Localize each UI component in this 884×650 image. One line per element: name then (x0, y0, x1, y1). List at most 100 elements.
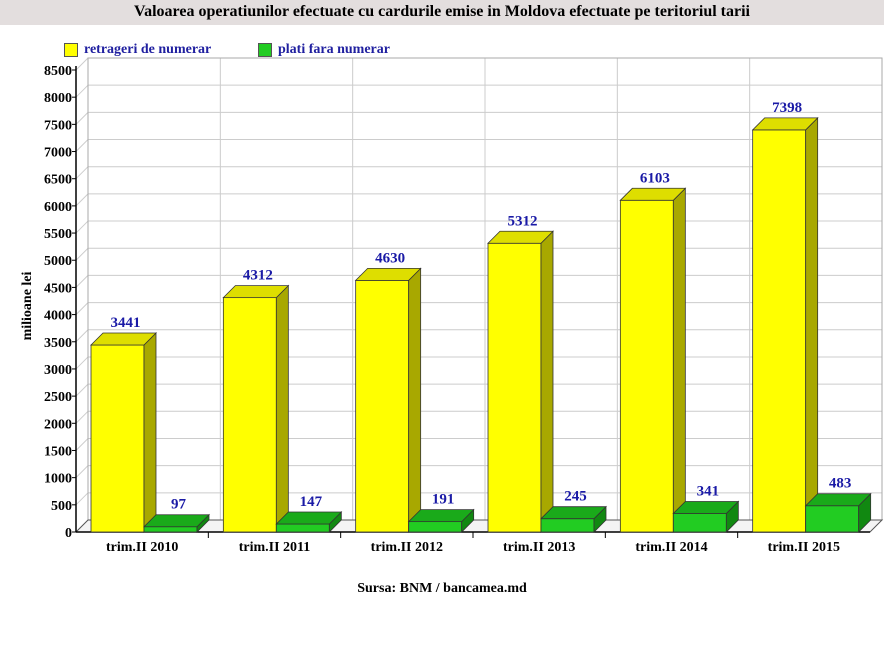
bar (804, 492, 872, 533)
bar (487, 230, 554, 533)
data-label: 7398 (772, 100, 802, 116)
bar-top (619, 187, 687, 201)
bar (540, 505, 607, 533)
grid-line-floor (75, 329, 89, 343)
data-label: 191 (432, 492, 455, 508)
x-tick-label: trim.II 2015 (768, 540, 840, 555)
bar-side (143, 332, 157, 533)
grid-line-floor (75, 302, 89, 315)
bar-front (487, 242, 542, 533)
y-tick-label: 6500 (44, 173, 72, 188)
y-tick-label: 5000 (44, 254, 72, 269)
bar-front (805, 505, 860, 533)
bar-front (222, 297, 277, 533)
y-tick-label: 5500 (44, 227, 72, 242)
bar-top (143, 514, 210, 528)
bar-top (540, 506, 607, 520)
data-label: 341 (697, 483, 720, 499)
bar-side (275, 284, 289, 533)
bar (222, 284, 290, 533)
y-tick-label: 0 (65, 526, 72, 541)
y-tick-label: 3000 (44, 363, 72, 378)
bar-side (408, 267, 422, 533)
bar-front (619, 199, 674, 533)
grid-line-floor (75, 193, 89, 207)
bar-top (275, 511, 343, 525)
grid-line-floor (75, 275, 89, 288)
grid-line-floor (75, 84, 89, 98)
bar-front (408, 521, 463, 533)
y-tick-label: 500 (51, 499, 72, 514)
x-tick-label: trim.II 2012 (371, 540, 443, 555)
bar-front (752, 129, 807, 533)
grid-line-floor (75, 410, 89, 424)
bar (90, 332, 157, 533)
y-tick-label: 1000 (44, 472, 72, 487)
y-tick-label: 1500 (44, 444, 72, 459)
bar-front (672, 513, 727, 533)
chart-title: Valoarea operatiunilor efectuate cu card… (134, 3, 750, 20)
grid-line-floor (75, 492, 89, 506)
data-label: 6103 (640, 170, 670, 186)
legend-item-retrageri: retrageri de numerar (64, 42, 211, 58)
grid-line-floor (75, 356, 89, 370)
bar (143, 513, 210, 533)
bar (275, 511, 343, 533)
bar-side (540, 230, 554, 533)
data-label: 5312 (508, 213, 538, 229)
y-tick-label: 2000 (44, 417, 72, 432)
legend-swatch-plati (258, 43, 272, 57)
x-tick-label: trim.II 2013 (503, 540, 575, 555)
y-tick-label: 2500 (44, 390, 72, 405)
bar-front (275, 523, 330, 533)
legend-swatch-retrageri (64, 43, 78, 57)
y-tick-label: 8500 (44, 64, 72, 79)
bar (354, 267, 422, 533)
data-label: 245 (564, 489, 587, 505)
grid-line-floor (75, 438, 89, 451)
bar-front (90, 344, 145, 533)
x-tick-label: trim.II 2010 (106, 540, 178, 555)
legend-label-plati: plati fara numerar (278, 42, 390, 57)
grid-line-floor (75, 139, 89, 152)
bar-top (672, 501, 740, 514)
bar-top (407, 509, 475, 523)
data-label: 483 (829, 476, 852, 492)
data-label: 4312 (243, 268, 273, 284)
y-tick-label: 6000 (44, 200, 72, 215)
bar-top (804, 493, 872, 507)
legend-item-plati: plati fara numerar (258, 42, 390, 58)
bar (619, 187, 687, 533)
bar-front (143, 526, 198, 533)
data-label: 4630 (375, 250, 405, 266)
series-1: 97 147 191 245 341 483 (143, 476, 872, 533)
data-label: 3441 (111, 315, 141, 331)
y-tick-label: 4500 (44, 281, 72, 296)
bar (407, 508, 475, 533)
series-0: 3441 4312 4630 5312 6103 7398 (90, 100, 819, 533)
x-tick-label: trim.II 2011 (239, 540, 311, 555)
data-label: 97 (171, 497, 187, 513)
grid-lines (75, 57, 883, 533)
y-tick-label: 7500 (44, 118, 72, 133)
bar (751, 116, 819, 533)
y-tick-label: 4000 (44, 309, 72, 324)
bar-top (751, 117, 819, 131)
grid-line-floor (75, 57, 89, 71)
y-tick-label: 8000 (44, 91, 72, 106)
grid-line-floor (75, 111, 89, 125)
legend-label-retrageri: retrageri de numerar (84, 42, 212, 57)
y-tick-label: 7000 (44, 146, 72, 161)
bar-top (354, 267, 422, 281)
source-note: Sursa: BNM / bancamea.md (357, 581, 527, 596)
x-tick-label: trim.II 2014 (635, 540, 707, 555)
bar (672, 500, 740, 533)
bar-side (672, 187, 686, 533)
bar-top (90, 332, 157, 346)
bar-top (487, 230, 554, 244)
data-label: 147 (300, 494, 323, 510)
bar-front (540, 518, 595, 533)
grid-line-floor (75, 247, 89, 261)
bar-side (805, 116, 819, 533)
